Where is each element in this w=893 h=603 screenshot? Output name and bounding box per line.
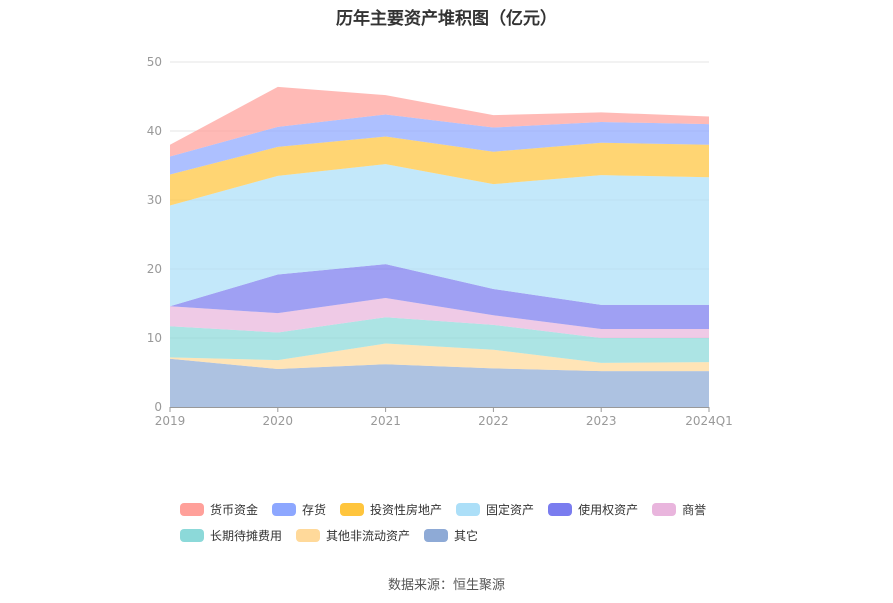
area-series-6 [170, 136, 709, 206]
chart-title: 历年主要资产堆积图（亿元） [336, 9, 557, 29]
area-series-4 [170, 264, 709, 330]
legend-item[interactable]: 商誉 [652, 501, 706, 518]
legend-label: 投资性房地产 [370, 502, 443, 517]
legend-row: 长期待摊费用 其他非流动资产 其它 [180, 522, 740, 548]
legend-label: 存货 [302, 502, 327, 517]
y-tick-label: 50 [147, 55, 162, 69]
legend-label: 固定资产 [486, 502, 535, 517]
y-tick-label: 10 [147, 331, 162, 345]
x-tick-label: 2021 [370, 414, 401, 428]
area-series-7 [170, 114, 709, 175]
legend-label: 使用权资产 [578, 502, 639, 517]
y-tick-label: 40 [147, 124, 162, 138]
legend-swatch [296, 528, 321, 542]
y-tick-label: 20 [147, 262, 162, 276]
area-series-2 [170, 317, 709, 363]
y-tick-label: 30 [147, 193, 162, 207]
area-series-8 [170, 86, 709, 157]
legend-swatch [652, 502, 677, 516]
legend-item[interactable]: 货币资金 [180, 501, 258, 518]
source-note: 数据来源：恒生聚源 [387, 578, 505, 593]
legend-item[interactable]: 存货 [272, 501, 326, 518]
area-series-3 [170, 297, 709, 338]
x-tick-label: 2020 [263, 414, 294, 428]
legend-label: 长期待摊费用 [210, 528, 283, 543]
legend-item[interactable]: 使用权资产 [548, 501, 638, 518]
legend-swatch [456, 502, 481, 516]
axes: 0 10 20 30 40 50 2019 2020 2021 2022 2023 2024Q1 [147, 55, 733, 428]
area-series-5 [170, 164, 709, 307]
legend-label: 其他非流动资产 [326, 528, 411, 543]
area-series-1 [170, 343, 709, 372]
y-tick-label: 0 [154, 400, 162, 414]
x-tick-label: 2019 [155, 414, 186, 428]
legend-item[interactable]: 固定资产 [456, 501, 534, 518]
legend-item[interactable]: 长期待摊费用 [180, 527, 282, 544]
x-tick-label: 2024Q1 [685, 414, 733, 428]
legend-label: 商誉 [682, 502, 707, 517]
legend: 货币资金 存货 投资性房地产 固定资产 使用权资产 商誉长期待摊费用 其他非流动资产 其它 [180, 496, 740, 548]
legend-swatch [272, 502, 297, 516]
x-tick-label: 2023 [586, 414, 617, 428]
legend-item[interactable]: 投资性房地产 [340, 501, 442, 518]
legend-swatch [180, 502, 204, 516]
legend-label: 货币资金 [210, 502, 259, 517]
legend-swatch [180, 528, 204, 542]
legend-swatch [424, 528, 449, 542]
legend-label: 其它 [454, 528, 479, 543]
legend-row: 货币资金 存货 投资性房地产 固定资产 使用权资产 商誉 [180, 496, 740, 522]
legend-swatch [340, 502, 365, 516]
x-tick-label: 2022 [478, 414, 509, 428]
area-series-0 [170, 358, 709, 407]
legend-item[interactable]: 其它 [424, 527, 478, 544]
legend-swatch [548, 502, 573, 516]
legend-item[interactable]: 其他非流动资产 [296, 527, 410, 544]
area-series-group [170, 86, 709, 407]
